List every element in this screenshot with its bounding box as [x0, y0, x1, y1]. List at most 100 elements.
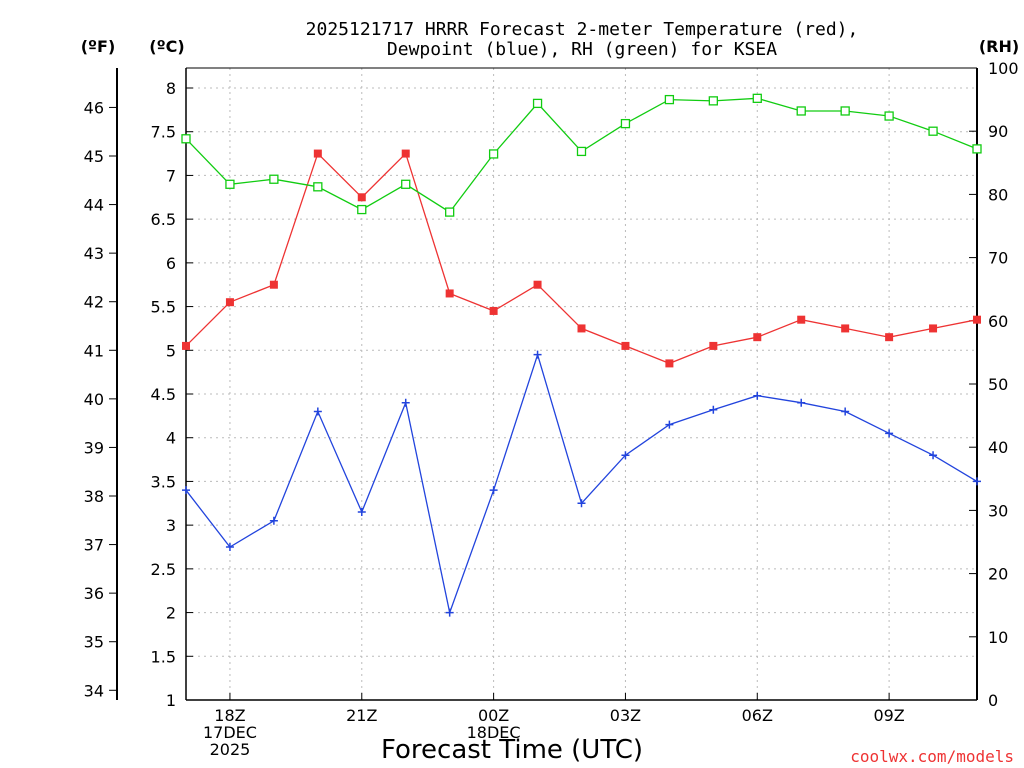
- x-tick-label: 09Z: [873, 706, 904, 725]
- dewpoint-point: [269, 516, 278, 525]
- rh-tick-label: 100: [988, 59, 1019, 78]
- celsius-tick-label: 2.5: [151, 560, 176, 579]
- chart-title-line-1: 2025121717 HRRR Forecast 2-meter Tempera…: [306, 19, 859, 40]
- rh-point: [928, 126, 938, 136]
- fahrenheit-tick-label: 36: [84, 584, 104, 603]
- celsius-tick-label: 4: [166, 429, 176, 448]
- x-axis-label: Forecast Time (UTC): [381, 735, 643, 765]
- rh-point: [401, 179, 411, 189]
- rh-tick-label: 30: [988, 501, 1008, 520]
- dewpoint-point: [182, 486, 190, 495]
- x-tick-label: 18DEC: [467, 723, 521, 742]
- dewpoint-point: [533, 350, 542, 359]
- fahrenheit-tick-label: 40: [84, 390, 104, 409]
- dewpoint-point: [489, 486, 498, 495]
- dewpoint-point: [577, 499, 586, 508]
- fahrenheit-tick-label: 43: [84, 244, 104, 263]
- x-tick-label: 2025: [210, 740, 251, 759]
- temperature-point: [489, 306, 498, 315]
- temperature-point: [533, 280, 542, 289]
- fahrenheit-tick-label: 42: [84, 293, 104, 312]
- temperature-point: [225, 298, 234, 307]
- x-tick-label: 00Z: [478, 706, 509, 725]
- rh-point: [488, 149, 499, 159]
- celsius-tick-label: 3.5: [151, 472, 176, 491]
- rh-point: [225, 179, 235, 189]
- temperature-point: [929, 324, 938, 333]
- fahrenheit-tick-label: 38: [84, 487, 104, 506]
- celsius-tick-label: 4.5: [151, 385, 176, 404]
- celsius-tick-label: 3: [166, 516, 176, 535]
- dewpoint-point: [621, 451, 630, 460]
- x-tick-label: 17DEC: [203, 723, 257, 742]
- rh-point: [620, 118, 631, 129]
- fahrenheit-tick-label: 46: [84, 98, 104, 117]
- rh-tick-label: 0: [988, 691, 998, 710]
- dewpoint-point: [225, 543, 234, 551]
- temperature-point: [841, 324, 850, 333]
- celsius-tick-label: 7: [166, 166, 176, 185]
- fahrenheit-tick-label: 44: [84, 196, 104, 215]
- temperature-point: [885, 333, 894, 342]
- dewpoint-point: [885, 429, 894, 438]
- fahrenheit-tick-label: 45: [84, 147, 104, 166]
- rh-point: [664, 94, 675, 105]
- rh-point: [752, 93, 762, 103]
- temperature-point: [973, 315, 981, 324]
- x-tick-label: 18Z: [214, 706, 245, 725]
- celsius-tick-label: 7.5: [151, 123, 176, 142]
- rh-tick-label: 70: [988, 249, 1008, 268]
- rh-point: [269, 174, 279, 184]
- rh-point: [445, 207, 455, 217]
- celsius-tick-label: 1: [166, 691, 176, 710]
- rh-tick-label: 90: [988, 122, 1008, 141]
- x-tick-label: 06Z: [742, 706, 773, 725]
- rh-point: [357, 204, 367, 215]
- celsius-tick-label: 8: [166, 79, 176, 98]
- dewpoint-point: [797, 398, 806, 407]
- dewpoint-point: [445, 608, 454, 617]
- temperature-point: [445, 289, 454, 298]
- rh-point: [313, 182, 323, 192]
- fahrenheit-tick-label: 35: [84, 633, 104, 652]
- rh-point: [972, 144, 982, 154]
- celsius-tick-label: 5: [166, 341, 176, 360]
- rh-tick-label: 50: [988, 375, 1008, 394]
- celsius-tick-label: 5.5: [151, 298, 176, 317]
- fahrenheit-tick-label: 39: [84, 438, 104, 457]
- dewpoint-point: [709, 405, 718, 414]
- temperature-point: [577, 324, 586, 333]
- rh-point: [884, 111, 894, 121]
- rh-tick-label: 20: [988, 565, 1008, 584]
- x-tick-label: 03Z: [610, 706, 641, 725]
- grid-lines: [186, 68, 977, 700]
- dewpoint-line: [185, 352, 978, 615]
- rh-point: [576, 146, 587, 157]
- rh-tick-label: 80: [988, 185, 1008, 204]
- rh-point: [840, 106, 850, 116]
- temperature-point: [709, 341, 718, 350]
- temperature-point: [665, 359, 674, 368]
- temperature-point: [182, 341, 190, 350]
- dewpoint-point: [973, 477, 981, 486]
- celsius-tick-label: 6: [166, 254, 176, 273]
- rh-point: [532, 98, 543, 109]
- temperature-point: [313, 149, 322, 158]
- temperature-point: [753, 333, 762, 342]
- rh-unit-label: (RH): [979, 37, 1019, 56]
- dewpoint-point: [929, 451, 938, 460]
- fahrenheit-tick-label: 34: [84, 681, 104, 700]
- celsius-tick-label: 1.5: [151, 647, 176, 666]
- temperature-point: [621, 341, 630, 350]
- dewpoint-point: [357, 508, 366, 517]
- data-series: [181, 93, 982, 617]
- celsius-tick-label: 6.5: [151, 210, 176, 229]
- temperature-point: [401, 149, 410, 158]
- celsius-unit-label: (ºC): [149, 37, 184, 56]
- temperature-point: [269, 280, 278, 289]
- dewpoint-point: [313, 407, 322, 416]
- dewpoint-point: [753, 391, 762, 400]
- temperature-point: [357, 193, 366, 202]
- fahrenheit-tick-label: 41: [84, 341, 104, 360]
